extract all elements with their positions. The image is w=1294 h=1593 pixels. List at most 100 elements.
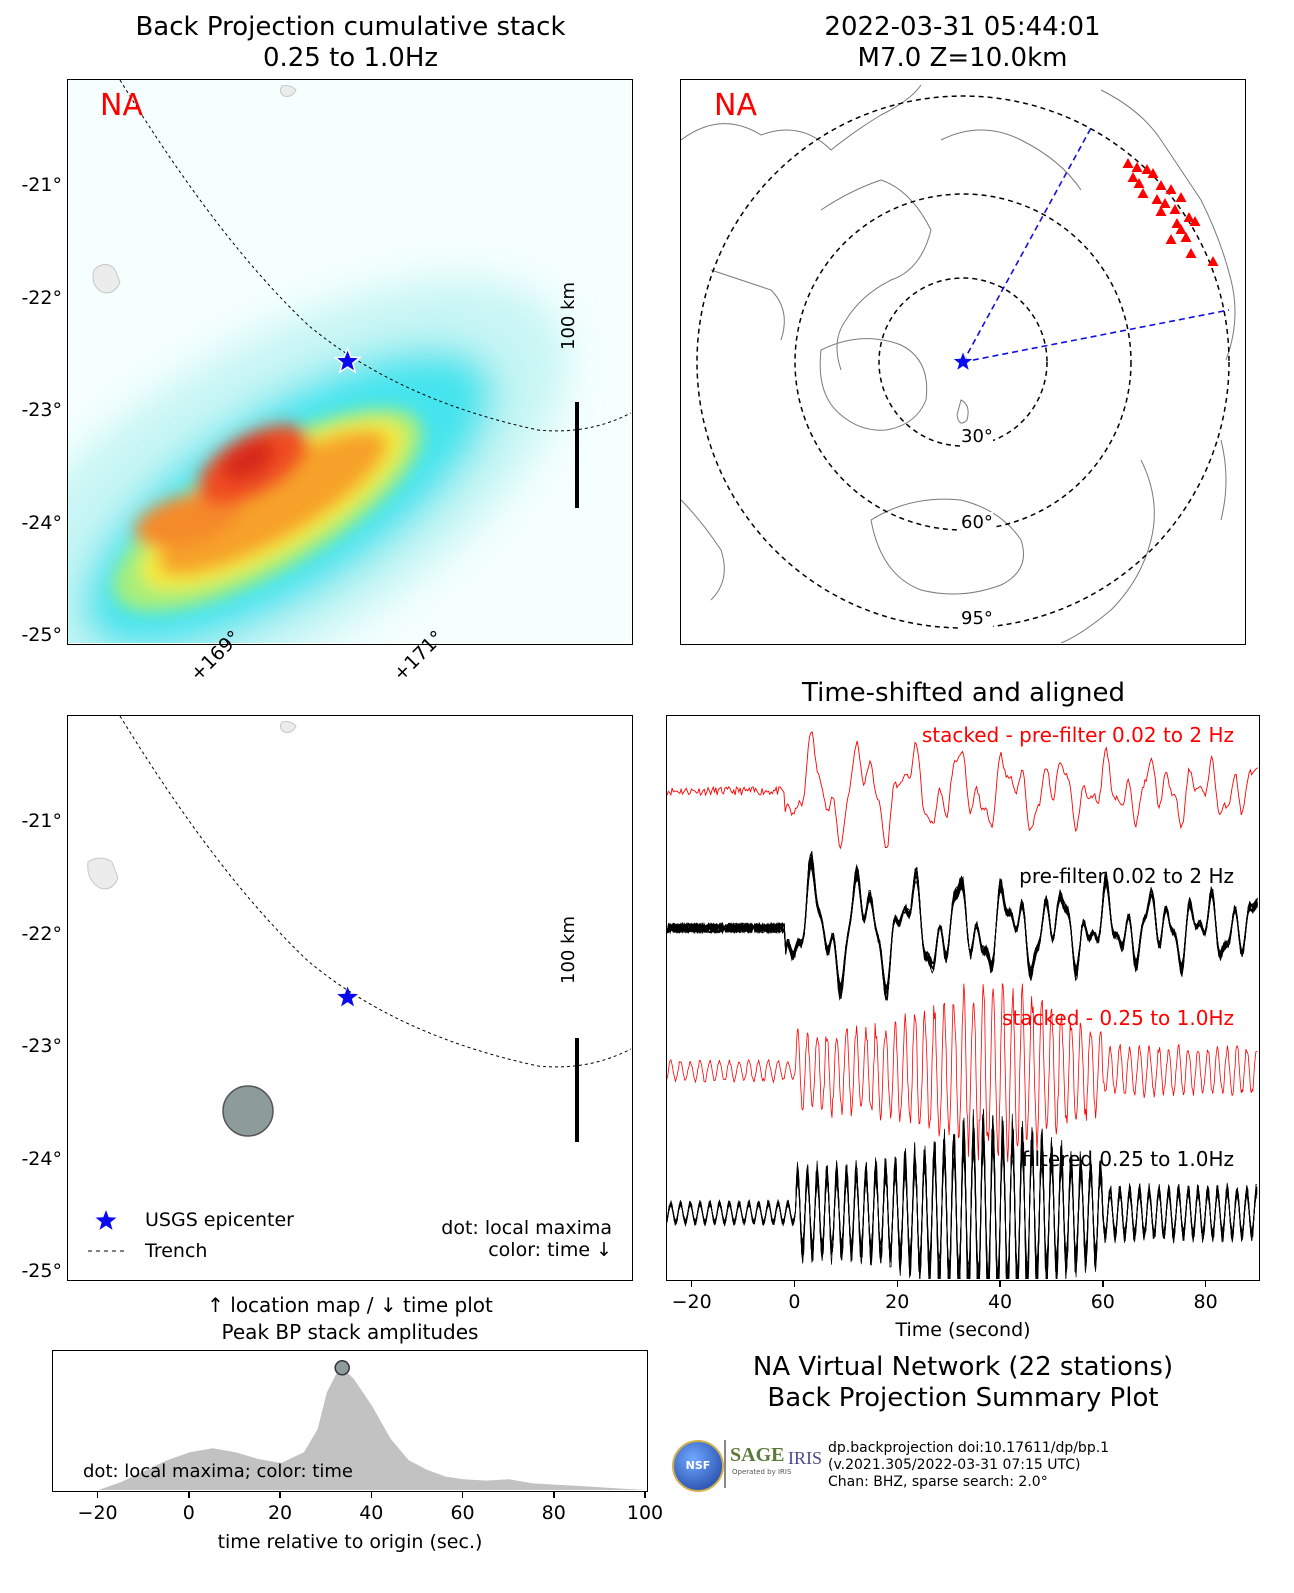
lat-tick: -24° (21, 512, 62, 534)
station-triangle (1147, 168, 1159, 178)
lat-tick: -22° (21, 287, 62, 309)
logo-divider (724, 1440, 726, 1488)
station-triangle (1171, 218, 1183, 228)
x-tick-label: 80 (1193, 1291, 1218, 1313)
trench-line (119, 80, 631, 432)
x-tick-mark (999, 1281, 1001, 1287)
station-triangle (1175, 192, 1187, 202)
trace-label: pre-filter 0.02 to 2 Hz (1019, 864, 1234, 888)
network-label: NA (714, 88, 757, 123)
trace-label: stacked - pre-filter 0.02 to 2 Hz (921, 723, 1234, 747)
x-tick-label: −20 (671, 1291, 712, 1313)
x-tick-mark (370, 1492, 373, 1498)
x-tick-mark (553, 1492, 555, 1498)
x-tick-label: 100 (626, 1502, 664, 1524)
station-triangle (1122, 158, 1134, 168)
x-tick-mark (1102, 1281, 1104, 1287)
stacked-filtered-trace (667, 983, 1258, 1163)
station-triangle (1183, 212, 1195, 222)
bp-heatmap: NA 100 km (67, 79, 633, 645)
waveform-title: Time-shifted and aligned (802, 678, 1125, 708)
x-tick-mark (644, 1492, 646, 1498)
station-triangle (1141, 164, 1153, 174)
station-triangle (1185, 248, 1197, 258)
x-tick-label: 0 (182, 1502, 195, 1524)
station-triangle (1175, 224, 1187, 234)
peak-title: ↑ location map / ↓ time plot Peak BP sta… (207, 1293, 493, 1344)
station-triangle (1189, 216, 1201, 226)
waveform-plot: stacked - pre-filter 0.02 to 2 Hz pre-fi… (666, 715, 1260, 1281)
iris-logo: IRIS (788, 1448, 823, 1468)
x-tick-mark (1204, 1281, 1207, 1287)
island-shape (279, 721, 297, 733)
peak-inner-label: dot: local maxima; color: time (83, 1461, 353, 1482)
x-tick-label: 20 (885, 1291, 910, 1313)
x-tick-mark (188, 1492, 190, 1498)
station-prefilter-trace (667, 864, 1258, 991)
stacked-prefilter-trace (667, 731, 1258, 850)
peak-amplitude-plot: dot: local maxima; color: time (52, 1350, 648, 1492)
waveform-xlabel: Time (second) (895, 1319, 1031, 1341)
island-shape (92, 264, 121, 294)
trench-line (119, 716, 631, 1068)
x-tick-label: −20 (77, 1502, 118, 1524)
scale-label: 100 km (558, 915, 579, 984)
ring-label: 60° (961, 512, 993, 533)
x-tick-mark (279, 1492, 281, 1498)
peak-xlabel: time relative to origin (sec.) (217, 1531, 483, 1553)
epicenter-star (951, 349, 975, 373)
credits: NSF SAGE Operated by IRIS IRIS dp.backpr… (672, 1438, 1272, 1498)
lat-tick: -23° (21, 399, 62, 421)
island-shape (87, 857, 119, 890)
azimuth-lines (962, 127, 1230, 363)
x-tick-mark (461, 1492, 464, 1498)
x-tick-label: 80 (541, 1502, 566, 1524)
station-triangle (1207, 256, 1219, 266)
station-triangle (1127, 172, 1139, 182)
trace-label: stacked - 0.25 to 1.0Hz (1002, 1006, 1234, 1030)
nsf-logo: NSF (672, 1440, 724, 1492)
station-triangle (1151, 194, 1163, 204)
legend-star-icon (95, 1210, 117, 1230)
lat-tick: -22° (21, 923, 62, 945)
epicenter-star (337, 986, 358, 1007)
peak-dot (334, 1360, 350, 1376)
sage-logo: SAGE (730, 1444, 785, 1466)
x-tick-label: 60 (450, 1502, 475, 1524)
lat-tick: -23° (21, 1035, 62, 1057)
x-tick-label: 60 (1090, 1291, 1115, 1313)
summary-title: NA Virtual Network (22 stations) Back Pr… (752, 1352, 1174, 1413)
sage-logo-sub: Operated by IRIS (732, 1468, 792, 1476)
station-triangle (1165, 234, 1177, 244)
peak-area (98, 1365, 646, 1490)
scale-label: 100 km (558, 281, 579, 350)
ring-label: 30° (961, 426, 993, 447)
station-prefilter-trace (667, 852, 1258, 1001)
station-triangle (1165, 184, 1177, 194)
x-tick-mark (690, 1281, 693, 1287)
station-triangle (1180, 232, 1192, 242)
station-prefilter-trace (667, 866, 1258, 991)
station-triangle (1159, 198, 1171, 208)
station-triangle (1155, 206, 1167, 216)
station-triangle (1155, 180, 1167, 190)
x-tick-mark (793, 1281, 796, 1287)
map-note: dot: local maxima color: time ↓ (441, 1217, 612, 1261)
global-map-title: 2022-03-31 05:44:01 M7.0 Z=10.0km (824, 12, 1101, 73)
ring-label: 95° (961, 608, 993, 629)
local-maximum-dot (222, 1085, 274, 1137)
lat-tick: -25° (21, 624, 62, 646)
lat-tick: -21° (21, 810, 62, 832)
x-tick-mark (896, 1281, 898, 1287)
trace-label: filtered 0.25 to 1.0Hz (1021, 1147, 1234, 1171)
x-tick-label: 0 (788, 1291, 801, 1313)
lat-tick: -24° (21, 1148, 62, 1170)
legend-trench: Trench (145, 1240, 208, 1262)
station-triangle (1169, 204, 1181, 214)
legend-epicenter: USGS epicenter (145, 1209, 294, 1231)
station-triangles (1122, 158, 1219, 266)
x-tick-label: 20 (267, 1502, 293, 1524)
station-filtered-trace (667, 1133, 1258, 1279)
lat-tick: -21° (21, 174, 62, 196)
epicenter-star (333, 346, 362, 374)
